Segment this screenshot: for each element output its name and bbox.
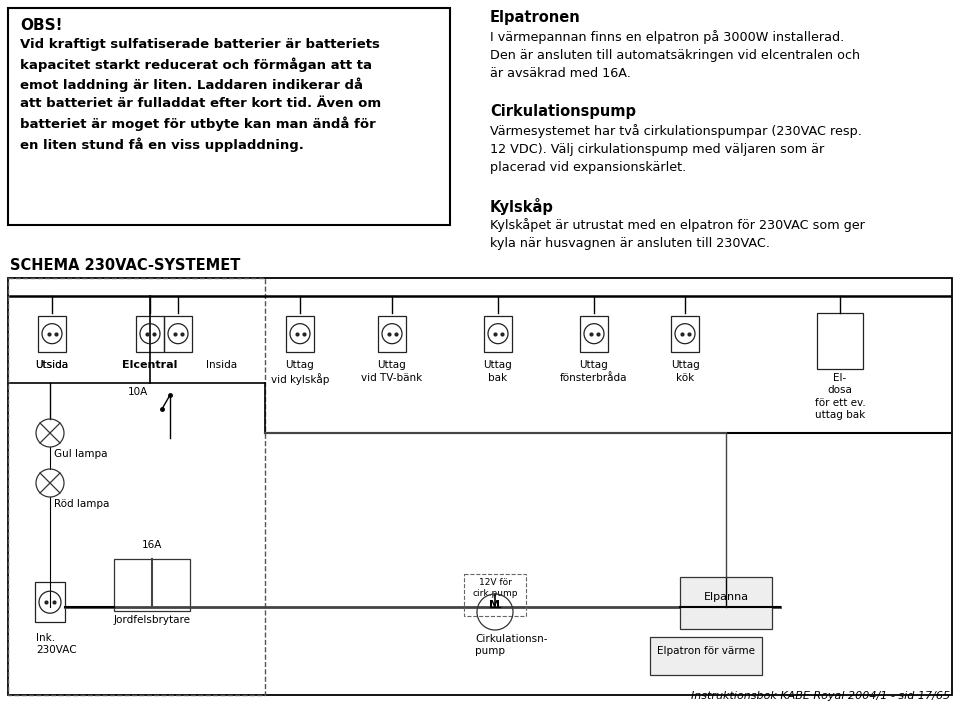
- Text: Vid kraftigt sulfatiserade batterier är batteriets
kapacitet starkt reducerat oc: Vid kraftigt sulfatiserade batterier är …: [20, 38, 381, 152]
- Text: Kylskåp: Kylskåp: [490, 198, 554, 215]
- Text: Insida: Insida: [206, 360, 237, 370]
- Text: Uttag
bak: Uttag bak: [484, 360, 513, 383]
- Text: Utsida: Utsida: [36, 360, 68, 370]
- Bar: [8, 278, 265, 695]
- Text: 10A: 10A: [128, 387, 148, 397]
- Text: Elpanna: Elpanna: [704, 592, 749, 602]
- Bar: [38, 316, 66, 352]
- Bar: [136, 316, 164, 352]
- Text: Röd lampa: Röd lampa: [54, 499, 109, 509]
- Text: Jordfelsbrytare: Jordfelsbrytare: [113, 615, 190, 625]
- Bar: [35, 582, 65, 623]
- Text: Uttag
fönsterbråda: Uttag fönsterbråda: [561, 360, 628, 383]
- Text: OBS!: OBS!: [20, 18, 62, 33]
- Bar: [650, 637, 762, 675]
- Bar: [286, 316, 314, 352]
- Bar: [680, 577, 772, 629]
- Bar: [464, 574, 526, 616]
- Text: Uttag
vid TV-bänk: Uttag vid TV-bänk: [361, 360, 422, 383]
- Text: Värmesystemet har två cirkulationspumpar (230VAC resp.
12 VDC). Välj cirkulation: Värmesystemet har två cirkulationspumpar…: [490, 124, 862, 174]
- Text: I värmepannan finns en elpatron på 3000W installerad.
Den är ansluten till autom: I värmepannan finns en elpatron på 3000W…: [490, 30, 860, 80]
- Bar: [8, 278, 952, 695]
- Text: Elpatron för värme: Elpatron för värme: [657, 646, 755, 656]
- Text: 12V för
cirk.pump: 12V för cirk.pump: [472, 578, 517, 598]
- Text: Uttag
vid kylskåp: Uttag vid kylskåp: [271, 360, 329, 386]
- Bar: [114, 559, 190, 611]
- Text: Ink.
230VAC: Ink. 230VAC: [36, 633, 77, 655]
- Text: Instruktionsbok KABE Royal 2004/1 - sid 17/65: Instruktionsbok KABE Royal 2004/1 - sid …: [691, 691, 950, 701]
- Bar: [164, 316, 192, 352]
- Bar: [671, 316, 699, 352]
- Text: Gul lampa: Gul lampa: [54, 449, 108, 459]
- Text: El-
dosa
för ett ev.
uttag bak: El- dosa för ett ev. uttag bak: [815, 373, 865, 420]
- Bar: [8, 8, 450, 225]
- Bar: [580, 316, 608, 352]
- Bar: [817, 313, 863, 369]
- Bar: [378, 316, 406, 352]
- Text: Utsida: Utsida: [36, 360, 68, 370]
- Text: Elpatronen: Elpatronen: [490, 10, 581, 25]
- Text: Cirkulationspump: Cirkulationspump: [490, 104, 636, 119]
- Text: Kylskåpet är utrustat med en elpatron för 230VAC som ger
kyla när husvagnen är a: Kylskåpet är utrustat med en elpatron fö…: [490, 218, 865, 250]
- Text: 16A: 16A: [142, 540, 162, 550]
- Text: Cirkulationsn-
pump: Cirkulationsn- pump: [475, 634, 547, 657]
- Text: Uttag
kök: Uttag kök: [671, 360, 700, 383]
- Bar: [484, 316, 512, 352]
- Text: Elcentral: Elcentral: [122, 360, 178, 370]
- Text: M: M: [490, 600, 500, 610]
- Text: SCHEMA 230VAC-SYSTEMET: SCHEMA 230VAC-SYSTEMET: [10, 258, 240, 273]
